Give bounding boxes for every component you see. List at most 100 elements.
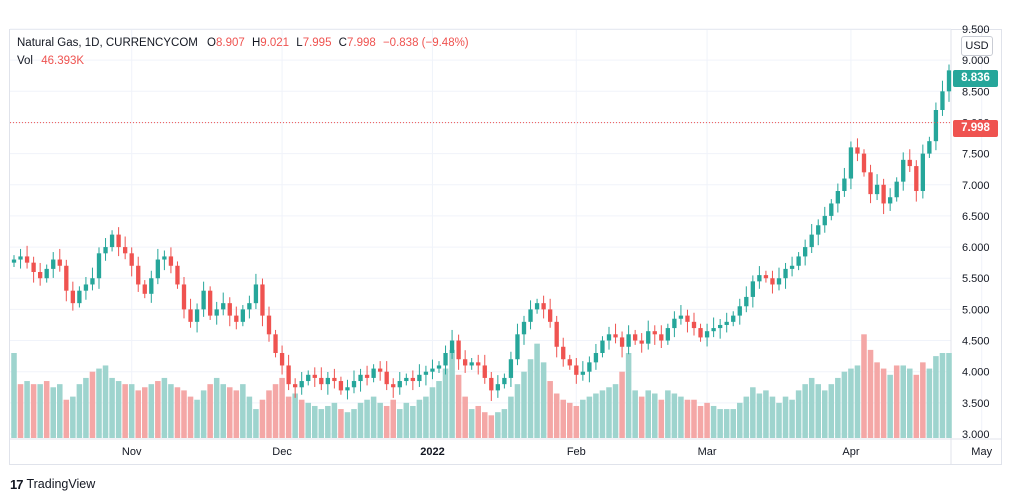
volume-bar	[135, 390, 141, 438]
candle-body	[901, 159, 906, 182]
volume-bar	[115, 381, 122, 438]
volume-bar	[213, 377, 220, 438]
low-value: 7.995	[302, 37, 332, 49]
currency-unit-button[interactable]: USD	[961, 36, 993, 56]
y-tick-label: 3.000	[962, 429, 990, 441]
volume-bar	[920, 362, 926, 438]
volume-bar	[606, 387, 612, 438]
candle-body	[757, 275, 762, 282]
candle-body	[90, 278, 95, 285]
candle-body	[292, 384, 298, 388]
candle-body	[515, 334, 520, 360]
candle-body	[149, 278, 154, 294]
volume-bar	[174, 387, 181, 438]
candle-body	[18, 256, 23, 260]
volume-bar	[737, 402, 743, 438]
candle-body	[691, 321, 697, 329]
volume-bar	[285, 396, 292, 438]
volume-bar	[652, 393, 658, 438]
candle-body	[704, 331, 710, 338]
volume-bar	[266, 390, 272, 438]
volume-bar	[854, 365, 861, 438]
volume-bar	[743, 396, 750, 438]
candle-body	[842, 178, 847, 191]
volume-bar	[540, 362, 547, 438]
volume-bar	[723, 409, 730, 438]
candle-body	[776, 278, 782, 285]
close-label: C	[338, 37, 347, 49]
candle-body	[881, 184, 886, 204]
candle-body	[789, 265, 795, 269]
y-tick-label: 5.000	[962, 304, 990, 316]
volume-bar	[187, 396, 194, 438]
candle-body	[816, 225, 821, 235]
volume-bar	[671, 393, 678, 438]
candle-body	[227, 303, 232, 316]
volume-bar	[318, 409, 325, 438]
candle-body	[796, 256, 801, 266]
volume-bar	[691, 399, 697, 438]
volume-bar	[926, 368, 933, 438]
candle-body	[600, 340, 605, 353]
volume-bar	[782, 396, 789, 438]
candle-body	[502, 377, 507, 385]
candle-body	[279, 353, 285, 366]
volume-bar	[893, 365, 900, 438]
volume-bar	[122, 384, 128, 438]
volume-bar	[128, 384, 135, 438]
x-tick-label: Apr	[842, 446, 859, 458]
volume-bar	[331, 402, 338, 438]
candle-body	[587, 362, 592, 372]
candle-body	[201, 290, 206, 310]
candle-body	[449, 340, 455, 353]
volume-bar	[325, 405, 331, 438]
candle-body	[24, 256, 30, 263]
volume-bar	[259, 399, 266, 438]
volume-bar	[822, 390, 828, 438]
volume-bar	[96, 368, 102, 438]
volume-bar	[730, 409, 736, 438]
volume-bar	[272, 384, 279, 438]
candle-body	[188, 309, 193, 322]
volume-bar	[887, 374, 893, 438]
tradingview-footer[interactable]: 17 TradingView	[10, 474, 95, 494]
candle-body	[443, 353, 448, 366]
candle-body	[489, 377, 494, 391]
volume-bar	[638, 396, 645, 438]
y-tick-label: 6.000	[962, 242, 990, 254]
volume-bar	[220, 384, 226, 438]
candle-body	[417, 374, 422, 382]
candle-body	[685, 315, 690, 322]
volume-bar	[390, 399, 396, 438]
candle-body	[462, 359, 468, 366]
candle-body	[181, 284, 187, 310]
candle-body	[593, 353, 599, 363]
candle-body	[646, 331, 651, 344]
volume-bar	[233, 390, 240, 438]
volume-bar	[76, 384, 83, 438]
volume-bar	[357, 402, 364, 438]
volume-bar	[344, 412, 351, 438]
x-tick-label: 2022	[420, 446, 444, 458]
candle-body	[384, 371, 389, 385]
x-tick-label: Mar	[698, 446, 717, 458]
volume-bar	[168, 384, 174, 438]
candle-body	[221, 303, 226, 310]
volume-bar	[665, 390, 671, 438]
volume-bar	[351, 409, 357, 438]
volume-bar	[227, 387, 233, 438]
volume-bar	[612, 384, 619, 438]
y-tick-label: 3.500	[962, 398, 990, 410]
volume-bar	[593, 393, 599, 438]
volume-bar	[83, 377, 89, 438]
volume-bar	[645, 390, 651, 438]
candle-body	[920, 153, 926, 191]
volume-bar	[795, 390, 802, 438]
volume-bar	[828, 384, 835, 438]
volume-bar	[495, 412, 501, 438]
volume-bar	[508, 396, 514, 438]
volume-bar	[527, 359, 534, 438]
volume-bar	[240, 384, 246, 438]
candle-body	[391, 384, 396, 388]
